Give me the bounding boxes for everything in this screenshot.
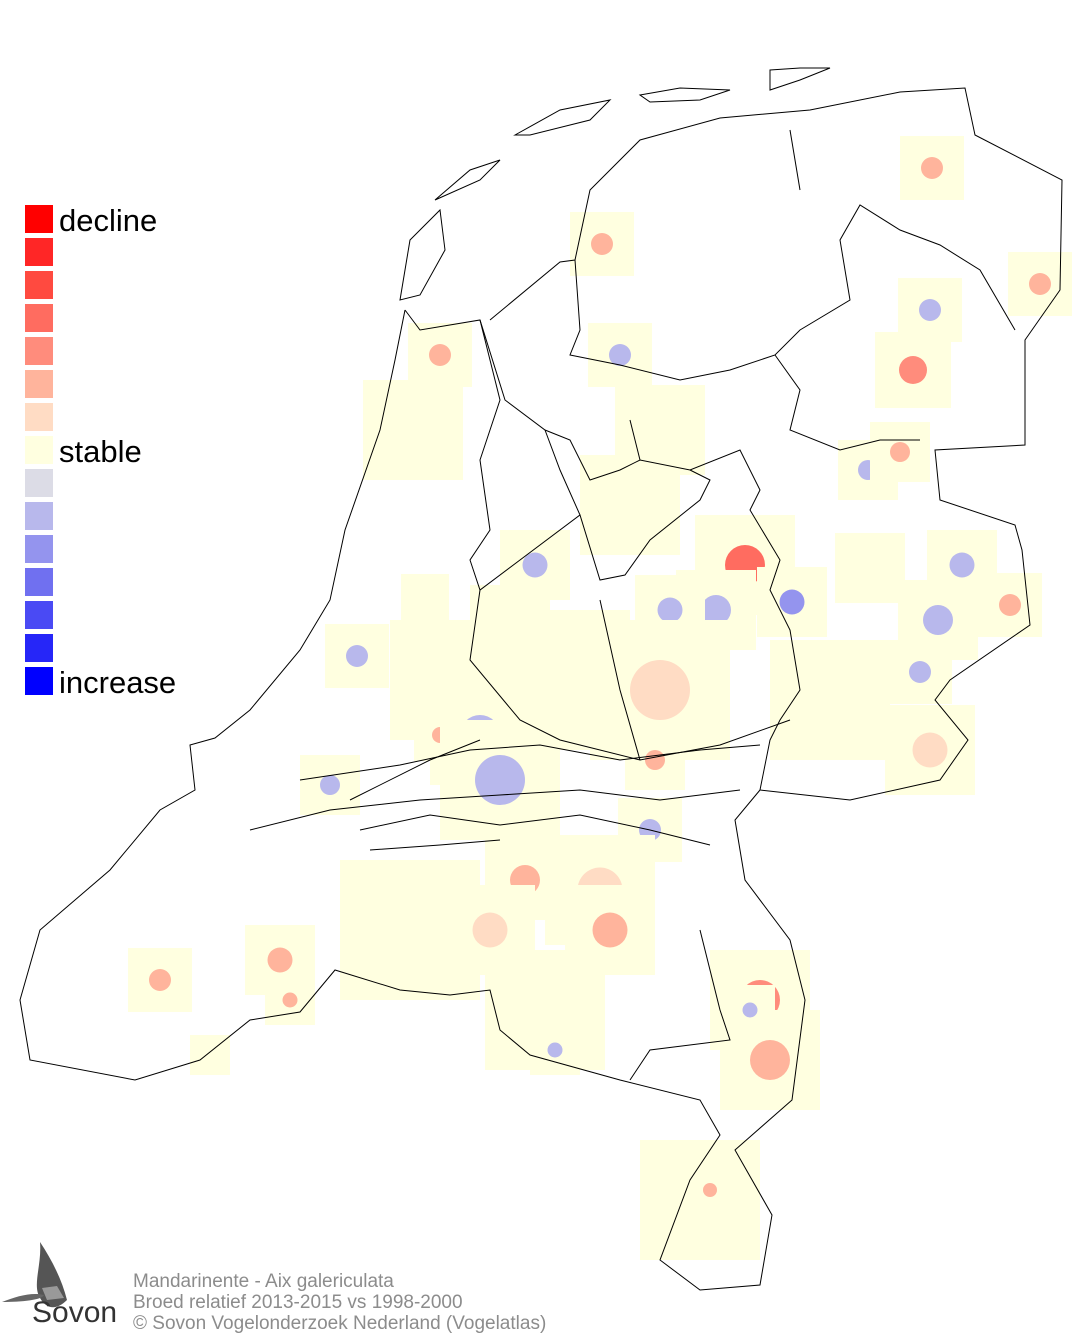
ijsselmeer-shore	[469, 319, 711, 591]
decline-cell	[645, 750, 665, 770]
species-name: Mandarinente - Aix galericulata	[133, 1271, 394, 1292]
stable-cell	[363, 380, 463, 480]
decline-cell	[750, 1040, 790, 1080]
increase-cell	[657, 597, 683, 623]
legend-swatch	[25, 634, 53, 662]
increase-cell	[320, 775, 340, 795]
decline-cell	[149, 969, 171, 991]
map-caption: Mandarinente - Aix galericulata Broed re…	[133, 1271, 546, 1334]
legend-swatch	[25, 568, 53, 596]
wadden-islands	[399, 67, 831, 301]
legend-swatch	[25, 535, 53, 563]
legend-swatch	[25, 205, 53, 233]
map-borders	[19, 67, 1063, 1291]
decline-cell	[1029, 273, 1051, 295]
decline-cell	[890, 442, 910, 462]
change-cells	[128, 136, 1072, 1260]
increase-cell	[701, 595, 731, 625]
legend-swatch	[25, 469, 53, 497]
legend-swatch	[25, 271, 53, 299]
increase-cell	[609, 344, 631, 366]
legend-swatch	[25, 502, 53, 530]
stable-cell	[401, 574, 449, 622]
legend-swatch	[25, 436, 53, 464]
legend-swatch	[25, 238, 53, 266]
decline-cell	[267, 947, 293, 973]
stable-cell	[835, 533, 905, 603]
decline-cell	[921, 157, 943, 179]
increase-cell	[547, 1042, 563, 1058]
increase-cell	[919, 299, 941, 321]
increase-cell	[522, 552, 548, 578]
stable-cell	[580, 455, 680, 555]
legend-swatch	[25, 304, 53, 332]
sovon-logo-text: Sovon	[32, 1296, 118, 1329]
legend-label-increase: increase	[59, 665, 177, 700]
increase-cell	[346, 645, 368, 667]
decline-cell	[429, 344, 451, 366]
increase-cell	[923, 605, 953, 635]
decline-cell	[282, 992, 298, 1008]
province-borders	[249, 129, 1016, 1081]
decline-cell	[912, 732, 948, 768]
decline-cell	[999, 594, 1021, 616]
decline-cell	[630, 660, 690, 720]
copyright: © Sovon Vogelonderzoek Nederland (Vogela…	[133, 1313, 547, 1334]
decline-cell	[591, 233, 613, 255]
legend-swatch	[25, 370, 53, 398]
decline-cell	[899, 356, 927, 384]
increase-cell	[779, 589, 805, 615]
increase-cell	[949, 552, 975, 578]
comparison-period: Broed relatief 2013-2015 vs 1998-2000	[133, 1292, 463, 1313]
rivers	[299, 744, 761, 851]
legend-swatch	[25, 403, 53, 431]
increase-cell	[475, 755, 525, 805]
country-outline	[19, 87, 1063, 1291]
legend-swatch	[25, 337, 53, 365]
legend-label-stable: stable	[59, 434, 142, 469]
legend-swatch	[25, 667, 53, 695]
legend-label-decline: decline	[59, 203, 158, 238]
decline-cell	[592, 912, 628, 948]
sovon-swallow-logo	[2, 1242, 67, 1308]
decline-cell	[472, 912, 508, 948]
decline-cell	[703, 1183, 717, 1197]
legend-swatch	[25, 601, 53, 629]
increase-cell	[742, 1002, 758, 1018]
stable-cell	[770, 640, 890, 760]
increase-cell	[909, 661, 931, 683]
